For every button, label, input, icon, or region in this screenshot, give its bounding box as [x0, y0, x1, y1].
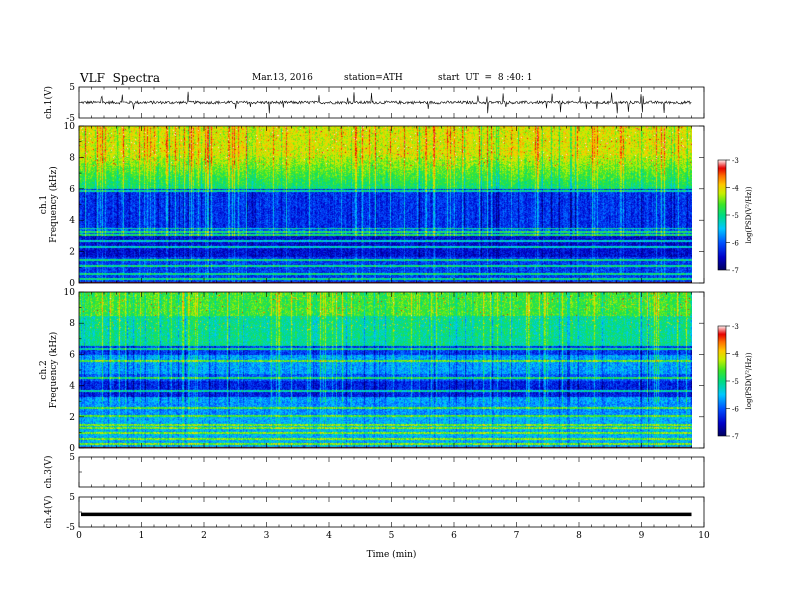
ch1-spectrogram-y-tick-label: 2 [69, 248, 75, 258]
ch2-spectrogram-y-tick-label: 4 [69, 382, 75, 392]
x-tick-label: 5 [389, 531, 395, 541]
ch2-spectrogram-y-tick-label: 6 [69, 350, 75, 360]
ch2-spectrogram-y-tick-label: 0 [69, 444, 75, 454]
ch1-spectrogram-ylabel: Frequency (kHz) [48, 166, 59, 243]
x-tick-label: 9 [639, 531, 645, 541]
station-label: station=ATH [344, 73, 403, 83]
ch1-colorbar-tick-label: -5 [732, 212, 739, 220]
recording-date: Mar.13, 2016 [252, 73, 313, 83]
ch2-colorbar-tick-label: -5 [732, 378, 739, 386]
ch2-spectrogram-ylabel: Frequency (kHz) [48, 332, 59, 409]
x-axis-label: Time (min) [367, 549, 417, 560]
ch1-spectrogram-y-tick-label: 4 [69, 216, 75, 226]
ch2-colorbar-tick-label: -4 [732, 351, 739, 359]
ch1-spectrogram-ylabel: ch.1 [39, 195, 49, 214]
ch4-waveform-y-tick-label: -5 [66, 523, 75, 533]
ch2-spectrogram-frame [78, 291, 705, 449]
ch2-spectrogram-ylabel: ch.2 [39, 360, 49, 379]
ch1-waveform-ylabel: ch.1(V) [43, 86, 54, 119]
ch1-colorbar-tick-label: -7 [732, 267, 739, 275]
x-tick-label: 7 [514, 531, 520, 541]
ch2-spectrogram-y-tick-label: 10 [64, 288, 76, 298]
ch4-waveform-y-tick-label: 5 [69, 493, 75, 503]
x-tick-label: 3 [264, 531, 270, 541]
ch1-waveform-line [80, 91, 692, 114]
ch1-spectrogram-image [79, 126, 692, 283]
ch1-colorbar-label: log(PSD(V²/Hz)) [745, 186, 753, 243]
ch1-colorbar-frame [717, 159, 727, 271]
x-tick-label: 8 [576, 531, 582, 541]
ch2-colorbar-frame [717, 325, 727, 437]
x-tick-label: 6 [451, 531, 457, 541]
ch2-spectrogram-y-tick-label: 8 [69, 319, 75, 329]
ch2-spectrogram-image [79, 292, 692, 448]
x-tick-label: 10 [698, 531, 710, 541]
ch2-spectrogram-y-tick-label: 2 [69, 413, 75, 423]
ch1-spectrogram-y-tick-label: 10 [64, 122, 76, 132]
ch3-waveform-y-tick-label: 5 [69, 453, 75, 463]
x-tick-label: 1 [139, 531, 145, 541]
ch1-spectrogram-y-tick-label: 6 [69, 185, 75, 195]
ch1-spectrogram-y-tick-label: 0 [69, 279, 75, 289]
ch2-colorbar [718, 326, 726, 436]
ch3-waveform-ylabel: ch.3(V) [43, 456, 54, 489]
ch1-colorbar-tick-label: -3 [732, 157, 739, 165]
ch1-waveform-y-tick-label: -5 [66, 114, 75, 124]
ch1-colorbar [718, 160, 726, 270]
chart-title: VLF Spectra [80, 71, 161, 85]
ch1-spectrogram-frame [78, 125, 705, 284]
ch2-colorbar-tick-label: -6 [732, 406, 739, 414]
ch4-waveform-ylabel: ch.4(V) [43, 496, 54, 529]
start-time-label: start UT = 8 :40: 1 [438, 73, 533, 83]
ch1-spectrogram-y-tick-label: 8 [69, 153, 75, 163]
ch1-colorbar-tick-label: -4 [732, 185, 739, 193]
x-tick-label: 4 [326, 531, 332, 541]
ch1-waveform-y-tick-label: 5 [69, 83, 75, 93]
x-tick-label: 0 [76, 531, 82, 541]
x-tick-label: 2 [201, 531, 207, 541]
ch2-colorbar-tick-label: -7 [732, 433, 739, 441]
ch2-colorbar-label: log(PSD(V²/Hz)) [745, 352, 753, 409]
ch2-colorbar-tick-label: -3 [732, 323, 739, 331]
ch1-colorbar-tick-label: -6 [732, 240, 739, 248]
